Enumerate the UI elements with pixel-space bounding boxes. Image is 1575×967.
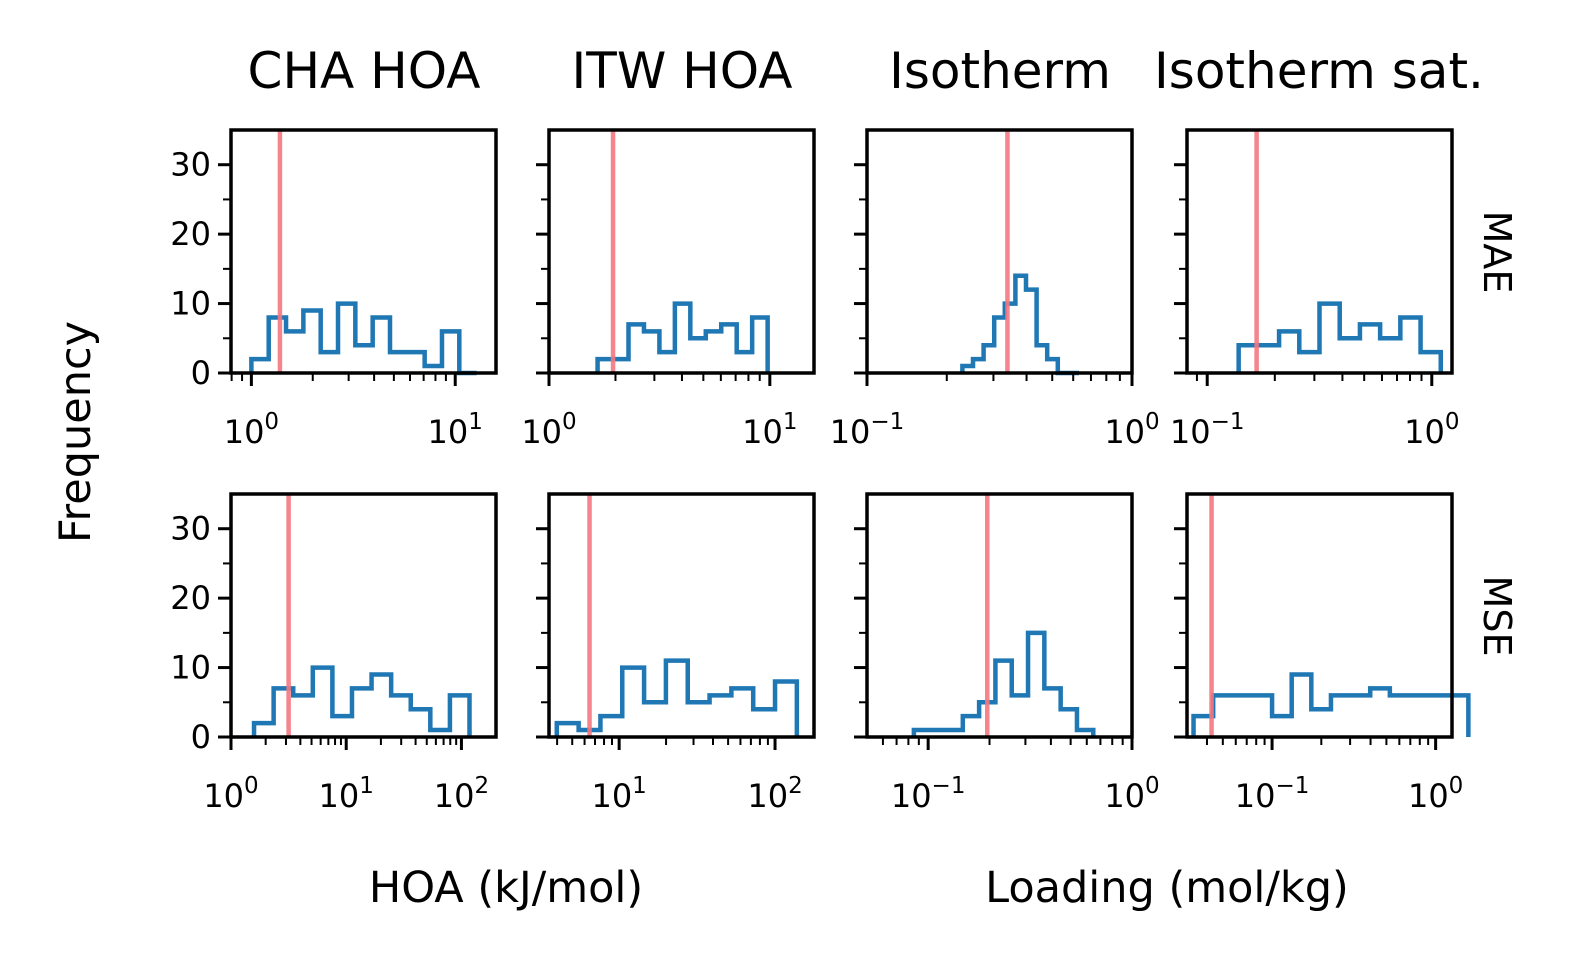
y-tick-label-mse-0: 20	[170, 579, 211, 617]
x-tick-label-mae-1: 101	[742, 409, 797, 451]
panel-mae-1: 100 101	[521, 128, 816, 451]
x-axis-title-hoa: HOA (kJ/mol)	[369, 863, 643, 913]
x-tick-label-mae-2: 10−1	[830, 409, 905, 451]
panel-mae-0: 0 10 20 30 100 101	[170, 128, 498, 451]
x-tick-label-mse-0: 100	[203, 773, 258, 815]
row-label-mse: MSE	[1475, 576, 1519, 657]
histogram-series-mae-1	[595, 301, 770, 373]
y-tick-label-mae-0: 30	[170, 146, 211, 184]
panel-frame-mae-3	[1185, 128, 1454, 375]
panel-mse-2: 10−1 100	[854, 492, 1160, 815]
x-tick-label-mse-1: 102	[747, 773, 802, 815]
y-tick-label-mae-0: 10	[170, 285, 211, 323]
x-tick-label-mae-3: 10−1	[1170, 409, 1245, 451]
y-axis-title: Frequency	[51, 321, 101, 543]
panel-mae-3: 10−1 100	[1170, 128, 1459, 451]
y-tick-label-mse-0: 0	[191, 718, 211, 756]
x-tick-label-mse-3: 100	[1408, 773, 1463, 815]
panel-frame-mae-2	[865, 128, 1134, 375]
panel-mse-1: 101 102	[536, 492, 816, 815]
histogram-series-mse-3	[1191, 672, 1471, 737]
x-tick-label-mae-3: 100	[1404, 409, 1459, 451]
row-label-mae: MAE	[1475, 211, 1519, 294]
panel-frame-mse-3	[1185, 492, 1454, 739]
y-tick-label-mae-0: 20	[170, 215, 211, 253]
x-tick-label-mse-3: 10−1	[1235, 773, 1310, 815]
x-tick-label-mse-0: 102	[434, 773, 489, 815]
panel-mse-0: 0 10 20 30 100 101 102	[170, 492, 498, 815]
x-tick-label-mse-2: 10−1	[891, 773, 966, 815]
histogram-series-mae-3	[1236, 301, 1444, 373]
histogram-panels: 0 10 20 30 100 101 100 101 10−1 100 10−1 100 0 10 20 30…	[170, 128, 1471, 815]
histogram-series-mse-2	[911, 630, 1096, 737]
x-tick-label-mae-0: 101	[428, 409, 483, 451]
y-tick-label-mae-0: 0	[191, 354, 211, 392]
panel-frame-mae-1	[547, 128, 816, 375]
panel-mae-2: 10−1 100	[830, 128, 1160, 451]
histogram-series-mse-1	[554, 658, 800, 737]
y-tick-label-mse-0: 10	[170, 649, 211, 687]
panel-frame-mse-1	[547, 492, 816, 739]
column-title-isotherm: Isotherm	[889, 42, 1111, 100]
column-title-itw-hoa: ITW HOA	[572, 42, 793, 100]
column-title-cha-hoa: CHA HOA	[248, 42, 481, 100]
x-tick-label-mae-2: 100	[1104, 409, 1159, 451]
x-tick-label-mae-0: 100	[224, 409, 279, 451]
x-tick-label-mse-1: 101	[591, 773, 646, 815]
x-tick-label-mae-1: 100	[521, 409, 576, 451]
x-tick-label-mse-0: 101	[319, 773, 374, 815]
column-title-isotherm-sat: Isotherm sat.	[1154, 42, 1484, 100]
panel-frame-mse-0	[229, 492, 498, 739]
x-axis-title-loading: Loading (mol/kg)	[985, 863, 1349, 913]
panel-mse-3: 10−1 100	[1174, 492, 1471, 815]
panel-frame-mae-0	[229, 128, 498, 375]
histogram-series-mae-0	[249, 301, 477, 376]
panel-frame-mse-2	[865, 492, 1134, 739]
x-tick-label-mse-2: 100	[1104, 773, 1159, 815]
y-tick-label-mse-0: 30	[170, 510, 211, 548]
histogram-series-mae-2	[960, 273, 1079, 376]
